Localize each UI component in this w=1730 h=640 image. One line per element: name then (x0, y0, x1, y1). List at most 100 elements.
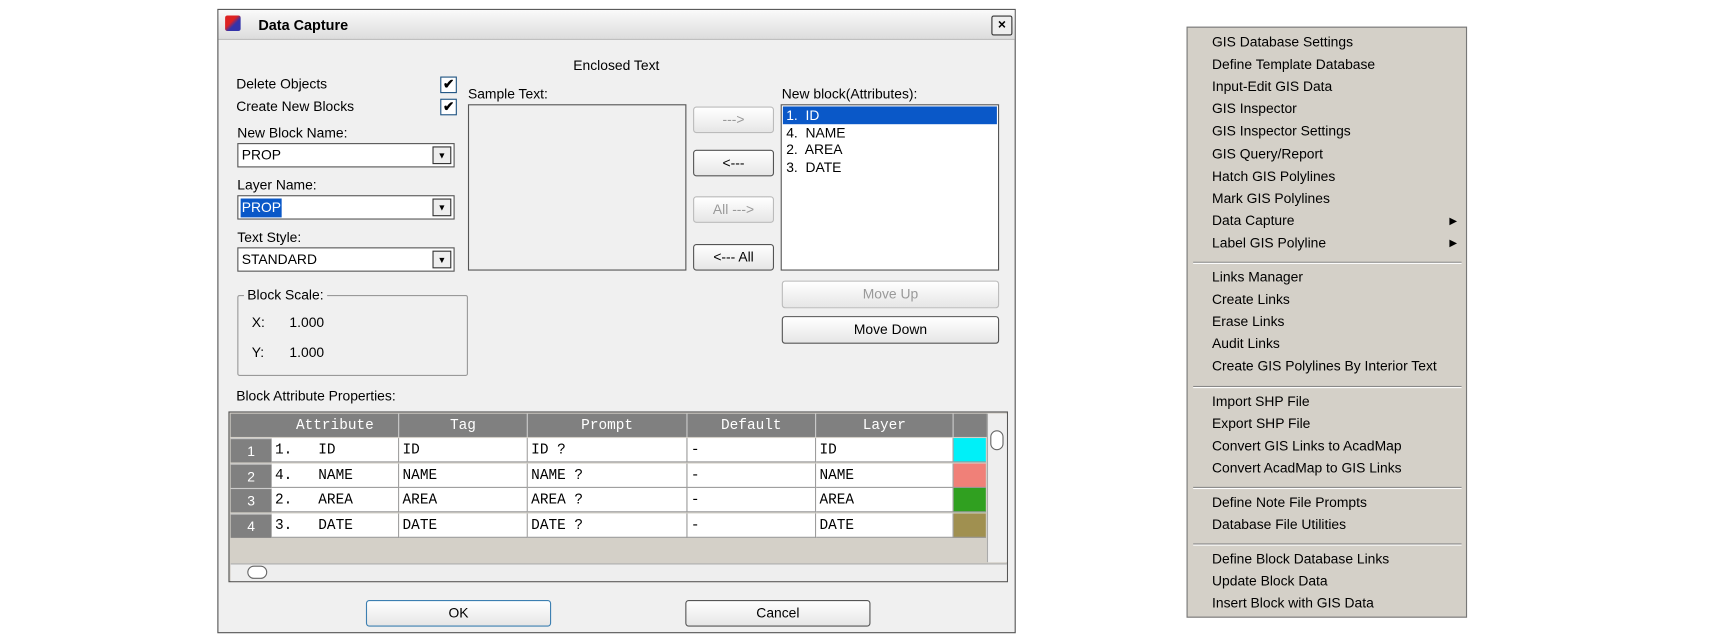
table-cell[interactable]: DATE (816, 512, 954, 538)
menu-item[interactable]: Define Block Database Links (1212, 551, 1390, 567)
table-cell[interactable]: AREA (816, 487, 954, 513)
menu-item[interactable]: Erase Links (1212, 314, 1285, 330)
transfer-button: All ---> (693, 196, 775, 223)
table-cell[interactable]: 4. NAME (271, 463, 400, 488)
checkbox[interactable]: ✔ (440, 98, 457, 116)
table-cell[interactable]: NAME ? (527, 463, 688, 488)
separator (1193, 486, 1462, 489)
row-number: 2 (230, 463, 272, 488)
table-cell[interactable]: ID (816, 438, 954, 463)
table-cell[interactable]: NAME (816, 463, 954, 488)
list-item[interactable]: 2. AREA (786, 142, 843, 158)
action-button[interactable]: OK (365, 599, 552, 627)
close-button[interactable]: × (991, 15, 1013, 36)
combo-value: PROP (241, 147, 282, 164)
table-cell[interactable]: 3. DATE (271, 512, 400, 538)
combo-arrow: ▼ (432, 250, 452, 269)
column-header: Layer (816, 413, 954, 437)
separator (1193, 261, 1462, 264)
sample-label: Sample Text: (467, 86, 548, 103)
list-item[interactable]: 4. NAME (786, 124, 846, 141)
option-label: Create New Blocks (236, 98, 355, 115)
table-cell[interactable]: - (687, 512, 817, 538)
combo-arrow: ▼ (432, 198, 452, 217)
v-thumb (990, 430, 1004, 451)
column-header: Attribute (272, 413, 400, 437)
group-title: Block Scale: (243, 287, 327, 303)
menu-item[interactable]: Create GIS Polylines By Interior Text (1212, 358, 1437, 375)
order-button[interactable]: Move Down (781, 316, 1000, 344)
menu-item[interactable]: Insert Block with GIS Data (1212, 595, 1374, 612)
menu-item[interactable]: Export SHP File (1212, 415, 1311, 431)
row-number: 3 (230, 487, 272, 513)
table-cell[interactable]: - (687, 463, 817, 488)
separator (1193, 385, 1462, 388)
transfer-button: ---> (693, 106, 775, 134)
menu-item[interactable]: Label GIS Polyline (1212, 234, 1327, 251)
menu-item[interactable]: GIS Query/Report (1212, 145, 1323, 162)
table-cell[interactable]: ID (399, 438, 528, 463)
menu-item[interactable]: Update Block Data (1212, 573, 1328, 590)
combo-value: PROP (240, 198, 283, 218)
scale-label: X: (251, 314, 265, 331)
menu-item[interactable]: GIS Database Settings (1212, 34, 1354, 50)
column-header: Tag (399, 413, 528, 437)
color-cell (953, 487, 986, 513)
combo-box[interactable]: PROP ▼ (237, 143, 455, 168)
color-cell (953, 438, 986, 463)
attribute-list[interactable]: 1. ID 4. NAME 2. AREA 3. DATE (780, 104, 1000, 271)
menu-item[interactable]: Create Links (1212, 291, 1290, 308)
submenu-arrow: ▶ (1449, 214, 1458, 227)
scale-label: Y: (251, 344, 265, 361)
combo-box[interactable]: STANDARD ▼ (237, 247, 455, 272)
color-cell (953, 463, 986, 488)
menu-item[interactable]: GIS Inspector Settings (1212, 123, 1351, 140)
order-button: Move Up (781, 280, 1000, 309)
menu-item[interactable]: Audit Links (1212, 336, 1280, 352)
table-cell[interactable]: ID ? (527, 438, 688, 463)
table-cell[interactable]: DATE ? (527, 512, 688, 538)
table-cell[interactable]: DATE (399, 512, 528, 538)
list-item[interactable]: 3. DATE (786, 159, 842, 176)
column-header: Default (688, 413, 817, 437)
action-button[interactable]: Cancel (685, 599, 871, 627)
menu-item[interactable]: Define Note File Prompts (1212, 494, 1367, 511)
menu-item[interactable]: Data Capture (1212, 212, 1295, 229)
transfer-button[interactable]: <--- All (693, 243, 775, 271)
menu-item[interactable]: Mark GIS Polylines (1212, 190, 1330, 206)
table-cell[interactable]: - (687, 487, 817, 513)
title-bar (218, 9, 1015, 40)
menu-item[interactable]: Input-Edit GIS Data (1212, 78, 1333, 95)
menu-item[interactable]: Convert GIS Links to AcadMap (1212, 437, 1402, 454)
heading: Enclosed Text (573, 57, 660, 74)
menu-item[interactable]: Hatch GIS Polylines (1212, 168, 1336, 184)
table-cell[interactable]: 2. AREA (271, 487, 400, 513)
table-cell[interactable]: NAME (399, 463, 528, 488)
field-label: New Block Name: (237, 125, 348, 141)
menu-item[interactable]: Convert AcadMap to GIS Links (1212, 460, 1402, 476)
scale-value: 1.000 (289, 314, 325, 331)
table-cell[interactable]: AREA ? (527, 487, 688, 513)
field-label: Text Style: (237, 229, 302, 246)
transfer-button[interactable]: <--- (693, 149, 775, 177)
sample-box[interactable] (467, 104, 687, 271)
menu-item[interactable]: Define Template Database (1212, 56, 1376, 73)
table-cell[interactable]: AREA (399, 487, 528, 513)
column-header: Prompt (528, 413, 688, 437)
checkbox[interactable]: ✔ (440, 76, 457, 94)
app-icon (225, 15, 241, 32)
row-number: 1 (230, 438, 272, 463)
table-cell[interactable]: 1. ID (271, 438, 400, 463)
table-label: Block Attribute Properties: (236, 388, 396, 404)
menu-item[interactable]: GIS Inspector (1212, 101, 1297, 117)
table-cell[interactable]: - (687, 438, 817, 463)
menu-item[interactable]: Database File Utilities (1212, 516, 1347, 533)
combo-arrow: ▼ (432, 146, 452, 165)
menu-item[interactable]: Import SHP File (1212, 393, 1310, 409)
menu-item[interactable]: Links Manager (1212, 269, 1303, 286)
combo-box[interactable]: PROP ▼ (237, 195, 455, 220)
list-item[interactable]: 1. ID (782, 106, 997, 125)
scale-value: 1.000 (289, 344, 325, 361)
